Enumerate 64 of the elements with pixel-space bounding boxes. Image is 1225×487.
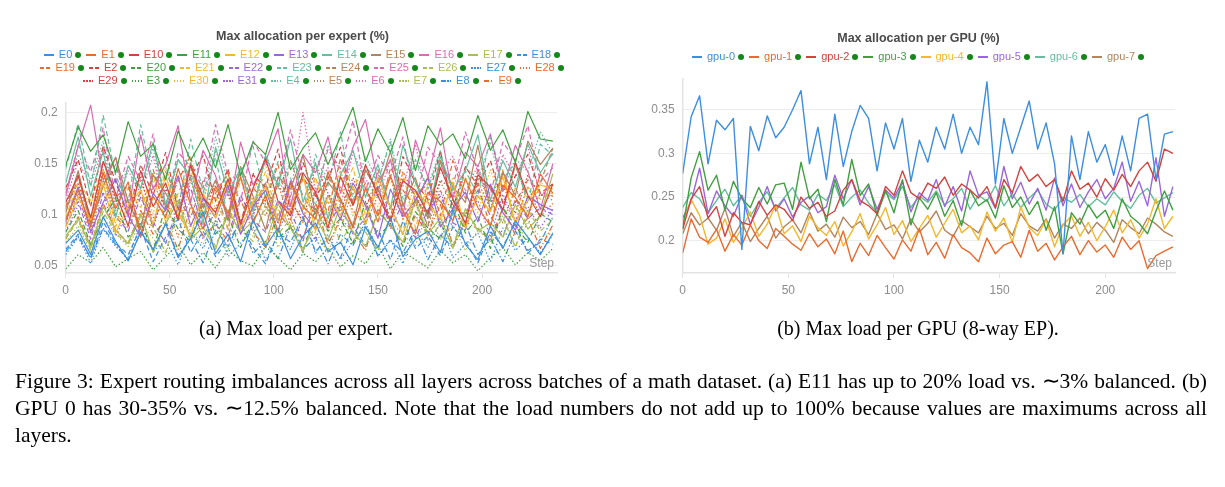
legend-label: E11 (192, 48, 212, 61)
chart-title: Max allocation per expert (%) (215, 28, 390, 44)
y-tick-label: 0.25 (651, 189, 676, 204)
legend-label: E16 (434, 48, 454, 61)
legend-label: E27 (486, 61, 507, 74)
legend-label: E15 (385, 48, 406, 61)
legend-label: E22 (243, 61, 264, 74)
x-tick-label: 100 (263, 282, 285, 297)
legend-label: E12 (240, 48, 260, 61)
x-tick-label: 50 (781, 282, 796, 297)
legend-label: E9 (498, 74, 512, 87)
legend-label: E6 (371, 74, 385, 87)
legend-label: E31 (237, 74, 258, 87)
x-tick-label: 150 (989, 282, 1010, 297)
legend-label: E19 (55, 61, 75, 74)
legend-label: E2 (103, 61, 118, 74)
x-tick-label: 200 (472, 282, 493, 297)
x-tick-label: 50 (163, 282, 177, 297)
legend-label: E14 (337, 48, 357, 61)
legend-label: E30 (189, 74, 209, 87)
legend-label: gpu-4 (935, 50, 964, 63)
x-axis-title: Step (529, 256, 555, 271)
legend-label: E1 (101, 48, 115, 61)
legend-label: gpu-6 (1049, 50, 1078, 63)
legend-label: E13 (288, 48, 309, 61)
y-tick-label: 0.1 (41, 207, 59, 222)
x-tick-label: 0 (679, 282, 687, 297)
y-tick-label: 0.3 (658, 145, 676, 160)
legend-label: E29 (97, 74, 118, 87)
y-tick-label: 0.05 (34, 258, 59, 273)
y-tick-label: 0.2 (41, 104, 59, 119)
legend-label: E0 (58, 48, 73, 61)
y-tick-label: 0.15 (34, 155, 59, 170)
legend-label: E10 (143, 48, 164, 61)
legend-label: E18 (531, 48, 552, 61)
legend-label: E5 (328, 74, 343, 87)
legend-label: E26 (437, 61, 458, 74)
text: (a) Max load per expert. (198, 316, 394, 340)
y-tick-label: 0.2 (658, 233, 676, 248)
legend-label: gpu-5 (992, 50, 1021, 63)
legend-label: E20 (146, 61, 166, 74)
legend-label: E28 (535, 61, 555, 74)
legend-label: gpu-3 (878, 50, 907, 63)
legend-label: E17 (483, 48, 503, 61)
x-tick-label: 200 (1095, 282, 1116, 297)
x-tick-label: 100 (883, 282, 905, 297)
legend-label: E7 (413, 74, 428, 87)
legend-label: E8 (456, 74, 470, 87)
x-tick-label: 0 (62, 282, 70, 297)
legend-label: E3 (146, 74, 161, 87)
legend-label: E24 (340, 61, 361, 74)
x-tick-label: 150 (367, 282, 389, 297)
caption: Figure 3: Expert routing imbalances across all layers across batches of a math dataset. (a) E11 has up to 20% load vs. ∼3% balanced. (b) GPU 0 has 30-35% vs. ∼12.5% balanced. Note that the load numbers do not add up to 100% because values are maximums across all layers. (15, 368, 1207, 449)
legend-label: gpu-1 (764, 50, 793, 63)
legend-label: E4 (286, 74, 300, 87)
y-tick-label: 0.35 (651, 102, 676, 117)
legend-label: E25 (389, 61, 409, 74)
text: (b) Max load per GPU (8-way EP). (776, 316, 1060, 340)
legend-label: E21 (195, 61, 215, 74)
legend-label: E23 (292, 61, 312, 74)
legend-label: gpu-0 (706, 50, 736, 63)
legend-label: gpu-2 (821, 50, 850, 63)
chart-title: Max allocation per GPU (%) (836, 30, 1001, 46)
legend-label: gpu-7 (1106, 50, 1136, 63)
